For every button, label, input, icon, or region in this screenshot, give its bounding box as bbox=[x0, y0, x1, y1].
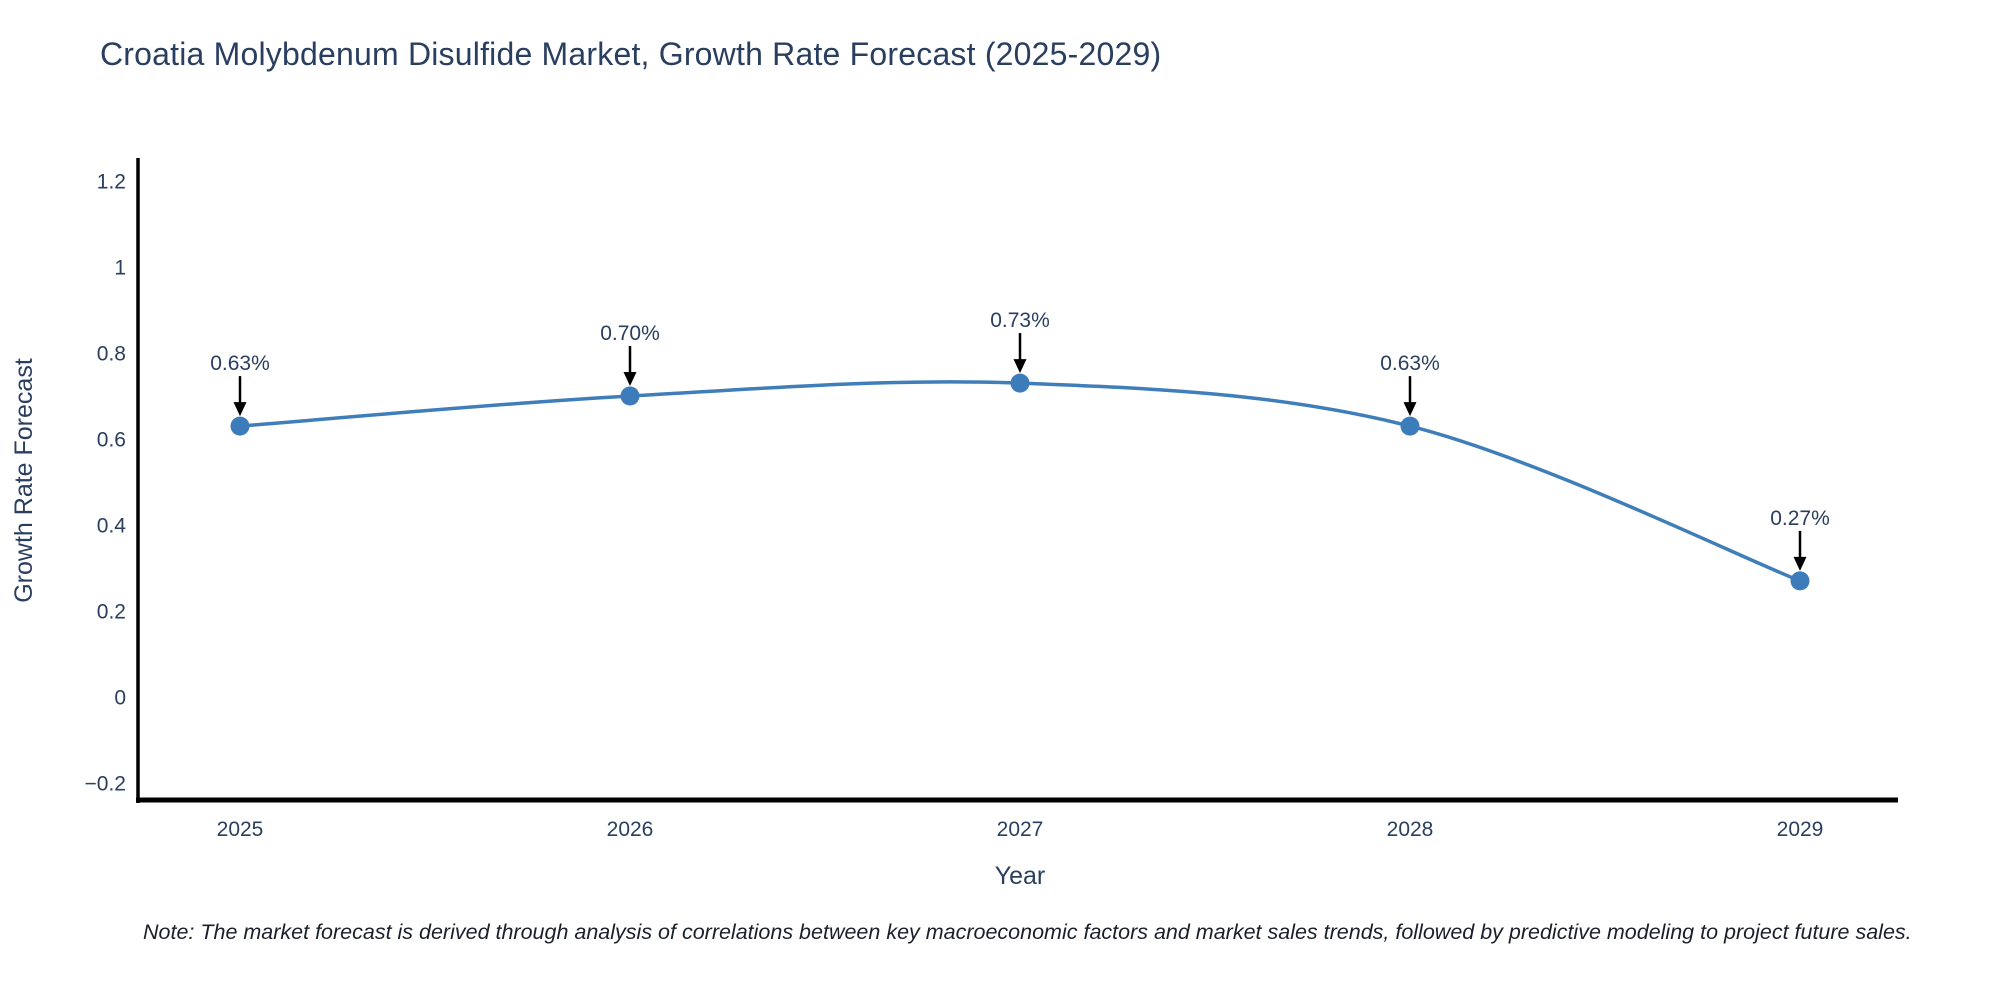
x-tick-label: 2028 bbox=[1387, 818, 1434, 841]
data-point bbox=[620, 386, 640, 406]
y-tick-label: 0.6 bbox=[97, 428, 126, 451]
point-annotation: 0.73% bbox=[990, 309, 1050, 332]
y-tick-label: 0 bbox=[114, 686, 126, 709]
annotation-arrowhead-icon bbox=[233, 402, 247, 417]
annotation-arrowhead-icon bbox=[1403, 402, 1417, 417]
x-tick-label: 2029 bbox=[1777, 818, 1824, 841]
point-annotation: 0.27% bbox=[1770, 507, 1830, 530]
data-point bbox=[1010, 373, 1030, 393]
footnote: Note: The market forecast is derived thr… bbox=[143, 920, 1912, 944]
y-tick-label: 0.4 bbox=[97, 514, 127, 537]
y-tick-label: 0.2 bbox=[97, 600, 126, 623]
y-tick-label: 1.2 bbox=[97, 170, 126, 193]
x-tick-label: 2026 bbox=[607, 818, 654, 841]
annotation-arrowhead-icon bbox=[1013, 359, 1027, 374]
data-point bbox=[1400, 416, 1420, 436]
y-tick-label: −0.2 bbox=[85, 772, 126, 795]
x-tick-label: 2025 bbox=[217, 818, 264, 841]
annotation-arrowhead-icon bbox=[623, 372, 637, 386]
point-annotation: 0.63% bbox=[1380, 352, 1440, 375]
y-tick-label: 0.8 bbox=[97, 342, 126, 365]
data-point bbox=[230, 416, 250, 436]
y-tick-label: 1 bbox=[114, 256, 126, 279]
point-annotation: 0.63% bbox=[210, 352, 270, 375]
trend-line bbox=[239, 380, 1801, 583]
data-point bbox=[1790, 571, 1810, 591]
x-tick-label: 2027 bbox=[997, 818, 1044, 841]
y-axis-title: Growth Rate Forecast bbox=[10, 358, 38, 603]
chart-title: Croatia Molybdenum Disulfide Market, Gro… bbox=[100, 36, 1162, 72]
x-axis-title: Year bbox=[995, 862, 1046, 890]
annotation-arrowhead-icon bbox=[1793, 556, 1807, 571]
point-annotation: 0.70% bbox=[600, 322, 660, 345]
